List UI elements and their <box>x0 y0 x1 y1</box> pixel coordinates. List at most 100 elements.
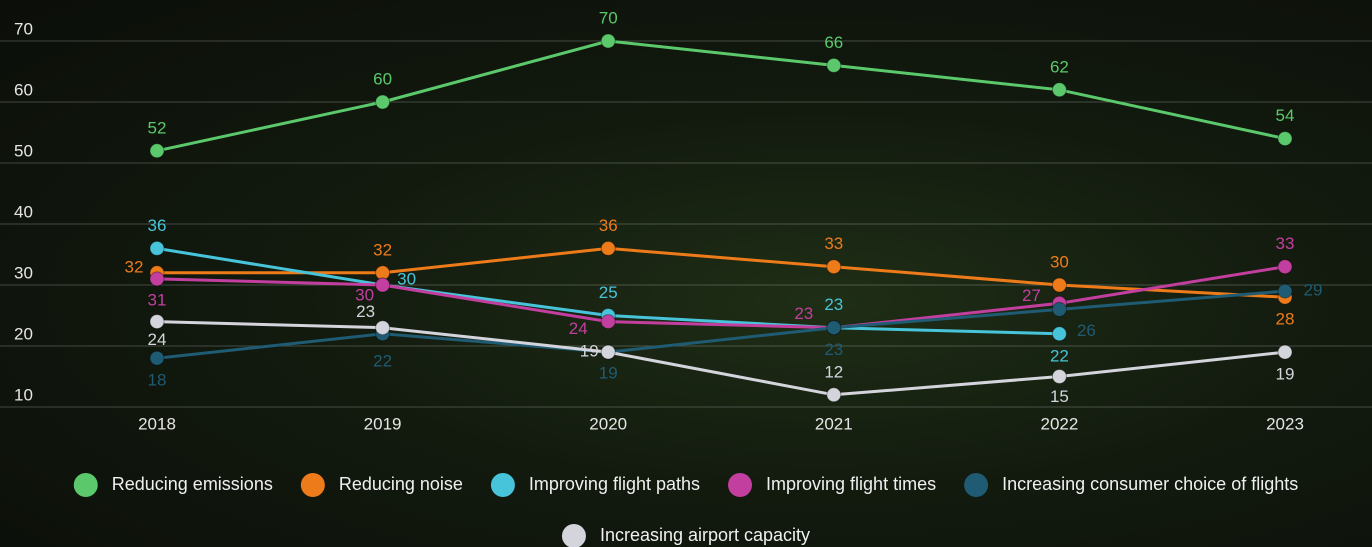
y-tick-label: 40 <box>14 202 33 221</box>
x-tick-label: 2020 <box>589 414 627 433</box>
data-label: 33 <box>824 234 843 253</box>
data-label: 26 <box>1077 321 1096 340</box>
series-line <box>156 265 1286 330</box>
data-label: 36 <box>599 216 618 235</box>
y-tick-label: 60 <box>14 80 33 99</box>
y-tick-label: 20 <box>14 324 33 343</box>
legend-swatch <box>300 473 325 497</box>
data-label: 30 <box>355 285 374 304</box>
data-label: 23 <box>794 304 813 323</box>
y-tick-label: 70 <box>14 19 33 38</box>
data-label: 22 <box>373 351 392 370</box>
data-point <box>1277 344 1293 360</box>
legend-item: Improving flight times <box>728 473 936 497</box>
data-point <box>375 277 391 293</box>
series <box>149 314 1293 403</box>
data-point <box>149 240 165 256</box>
data-label: 33 <box>1276 234 1295 253</box>
legend-item: Reducing noise <box>300 473 463 497</box>
data-label: 29 <box>1304 281 1323 300</box>
data-label: 31 <box>148 290 167 309</box>
series-line <box>156 320 1286 397</box>
data-label: 36 <box>148 216 167 235</box>
series <box>149 259 1293 336</box>
legend-item: Improving flight paths <box>490 473 700 497</box>
legend-label: Improving flight times <box>766 474 936 494</box>
legend-swatch <box>728 473 753 497</box>
x-tick-label: 2023 <box>1266 414 1304 433</box>
legend-label: Improving flight paths <box>529 474 700 494</box>
legend-swatch <box>490 473 515 497</box>
data-point <box>1051 326 1067 342</box>
legend-item: Increasing consumer choice of flights <box>964 473 1298 497</box>
legend-swatch <box>561 524 586 547</box>
data-point <box>375 320 391 336</box>
series-line <box>157 246 1286 299</box>
legend-label: Reducing noise <box>339 474 463 494</box>
data-point <box>1051 301 1067 317</box>
y-tick-label: 50 <box>14 141 33 160</box>
data-point <box>1051 369 1067 384</box>
legend-swatch <box>964 473 989 497</box>
data-label: 70 <box>599 8 618 27</box>
data-label: 23 <box>356 302 375 321</box>
data-label: 18 <box>148 371 167 390</box>
data-label: 54 <box>1276 106 1295 125</box>
data-label: 19 <box>580 342 599 361</box>
data-label: 25 <box>599 283 618 302</box>
data-label: 12 <box>824 362 843 381</box>
data-point <box>1051 82 1067 98</box>
legend-swatch <box>73 473 98 497</box>
data-label: 30 <box>1050 252 1069 271</box>
data-label: 24 <box>569 319 588 338</box>
series-line <box>156 39 1286 153</box>
data-point <box>600 240 616 256</box>
data-label: 19 <box>599 364 618 383</box>
data-label: 22 <box>1050 346 1069 365</box>
data-point <box>600 314 616 330</box>
series-line <box>156 289 1286 360</box>
data-point <box>1277 283 1293 299</box>
y-tick-label: 10 <box>14 385 33 404</box>
data-label: 32 <box>373 240 392 259</box>
data-point <box>826 259 842 275</box>
series <box>149 33 1293 159</box>
y-tick-label: 30 <box>14 263 33 282</box>
x-tick-label: 2019 <box>364 414 402 433</box>
data-point <box>149 350 165 366</box>
data-label: 27 <box>1022 286 1041 305</box>
data-label: 52 <box>148 118 167 137</box>
data-label: 23 <box>824 340 843 359</box>
data-point <box>1277 259 1293 275</box>
data-label: 19 <box>1276 365 1295 384</box>
legend-item: Increasing airport capacity <box>561 524 810 547</box>
legend-label: Increasing airport capacity <box>600 525 810 545</box>
data-label: 66 <box>824 33 843 52</box>
x-tick-label: 2018 <box>138 414 176 433</box>
data-point <box>375 94 391 110</box>
data-point <box>600 33 616 49</box>
x-tick-label: 2021 <box>815 414 853 433</box>
data-label: 24 <box>148 330 167 349</box>
data-point <box>1051 277 1067 293</box>
legend-label: Reducing emissions <box>112 474 273 494</box>
data-label: 30 <box>397 269 416 288</box>
data-label: 62 <box>1050 57 1069 76</box>
x-tick-label: 2022 <box>1040 414 1078 433</box>
data-label: 28 <box>1276 310 1295 329</box>
data-point <box>1277 131 1293 147</box>
data-point <box>826 57 842 73</box>
data-point <box>149 314 165 330</box>
data-point <box>826 387 842 403</box>
data-point <box>826 320 842 336</box>
data-point <box>149 143 165 159</box>
data-label: 15 <box>1050 387 1069 406</box>
data-point <box>149 271 165 287</box>
data-label: 32 <box>125 257 144 276</box>
data-point <box>600 344 616 360</box>
data-label: 60 <box>373 69 392 88</box>
data-label: 23 <box>824 295 843 314</box>
legend-item: Reducing emissions <box>73 473 273 497</box>
